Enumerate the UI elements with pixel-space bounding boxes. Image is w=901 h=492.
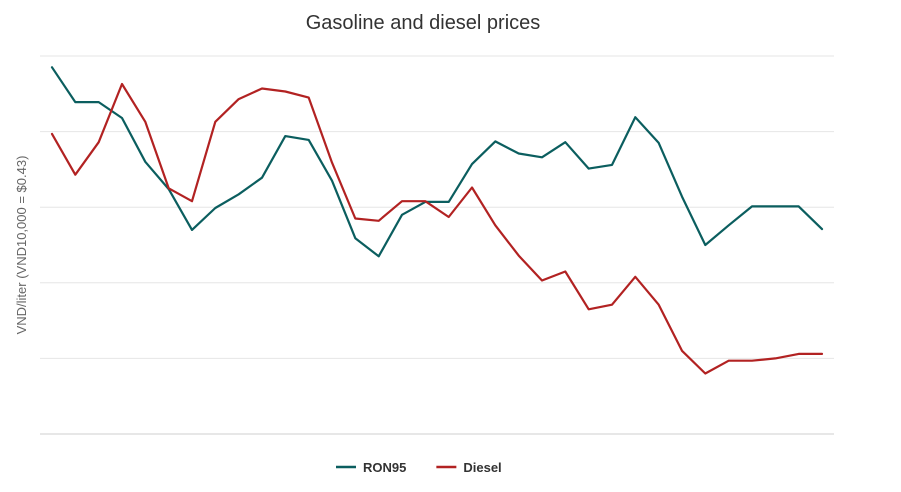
series-lines [50,66,824,375]
gridlines [40,55,834,435]
legend: RON95 Diesel [336,460,502,475]
series-line-ron95 [50,66,824,258]
y-axis-label: VND/liter (VND10,000 = $0.43) [14,156,29,335]
series-line-diesel [50,82,824,375]
legend-label-ron95: RON95 [363,460,406,475]
chart-title: Gasoline and diesel prices [306,12,541,34]
legend-label-diesel: Diesel [463,460,501,475]
